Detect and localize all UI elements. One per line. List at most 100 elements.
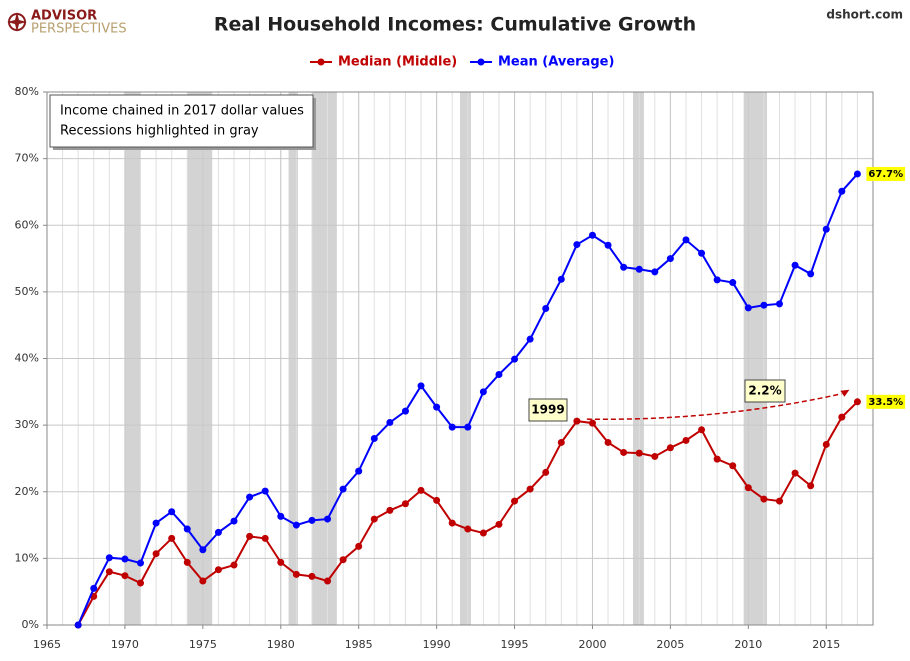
data-point [308,516,316,524]
data-point [666,444,674,452]
logo-star [7,12,27,32]
data-point [542,468,550,476]
y-tick-label: 60% [15,218,39,231]
y-tick-label: 80% [15,85,39,98]
data-point [807,482,815,490]
data-point [713,276,721,284]
data-point [277,512,285,520]
x-tick-label: 1995 [501,638,529,651]
legend-label: Median (Middle) [338,55,457,70]
data-point [90,584,98,592]
data-point [137,579,145,587]
data-point [137,559,145,567]
data-point [729,279,737,287]
data-point [199,546,207,554]
data-point [588,419,596,427]
data-point [853,398,861,406]
legend-label: Mean (Average) [498,55,614,70]
data-point [324,577,332,585]
data-point [370,515,378,523]
data-point [698,426,706,434]
data-point [635,449,643,457]
value-label-bg [866,166,906,181]
x-tick-label: 1985 [345,638,373,651]
data-point [246,493,254,501]
data-point [853,170,861,178]
plot-border [46,91,874,626]
data-point [557,275,565,283]
data-point [168,508,176,516]
y-tick-label: 50% [15,285,39,298]
arrow-head [840,389,850,397]
data-point [791,261,799,269]
data-point [775,300,783,308]
data-point [682,236,690,244]
data-point [152,519,160,527]
data-point [620,448,628,456]
data-point [464,423,472,431]
annotation-box [49,94,314,148]
annotation-text: Income chained in 2017 dollar values [60,104,304,119]
data-point [433,403,441,411]
data-point [760,301,768,309]
data-point [526,485,534,493]
chart-title: Real Household Incomes: Cumulative Growt… [214,14,696,36]
legend-marker [317,58,325,66]
data-point [791,469,799,477]
data-point [744,304,752,312]
value-label: 33.5% [868,397,903,408]
data-point [651,268,659,276]
data-point [573,241,581,249]
callout-box [528,398,568,422]
data-point [292,570,300,578]
data-point [230,561,238,569]
callout-text: 1999 [531,403,564,417]
x-tick-label: 2015 [812,638,840,651]
data-point [822,225,830,233]
data-point [386,418,394,426]
data-point [401,407,409,415]
data-point [604,241,612,249]
data-point [807,270,815,278]
x-tick-label: 2000 [578,638,606,651]
data-point [557,438,565,446]
callout-text: 2.2% [748,384,781,398]
data-point [729,462,737,470]
data-point [822,440,830,448]
data-point [604,438,612,446]
data-point [448,423,456,431]
data-point [775,497,783,505]
x-tick-label: 1990 [423,638,451,651]
data-point [355,467,363,475]
data-point [495,370,503,378]
y-tick-label: 70% [15,152,39,165]
data-point [324,515,332,523]
x-tick-label: 1975 [189,638,217,651]
data-point [121,555,129,563]
data-point [433,496,441,504]
data-point [542,305,550,313]
data-point [183,558,191,566]
data-point [744,484,752,492]
data-point [183,525,191,533]
data-point [339,556,347,564]
data-point [214,528,222,536]
x-tick-label: 2010 [734,638,762,651]
data-point [682,436,690,444]
data-point [651,452,659,460]
data-point [666,255,674,263]
data-point [292,521,300,529]
x-tick-label: 2005 [656,638,684,651]
data-point [417,486,425,494]
data-point [230,517,238,525]
source: dshort.com [826,8,903,22]
data-point [417,382,425,390]
data-point [261,534,269,542]
data-point [479,529,487,537]
data-point [386,506,394,514]
data-point [214,566,222,574]
data-point [698,249,706,257]
data-point [199,577,207,585]
